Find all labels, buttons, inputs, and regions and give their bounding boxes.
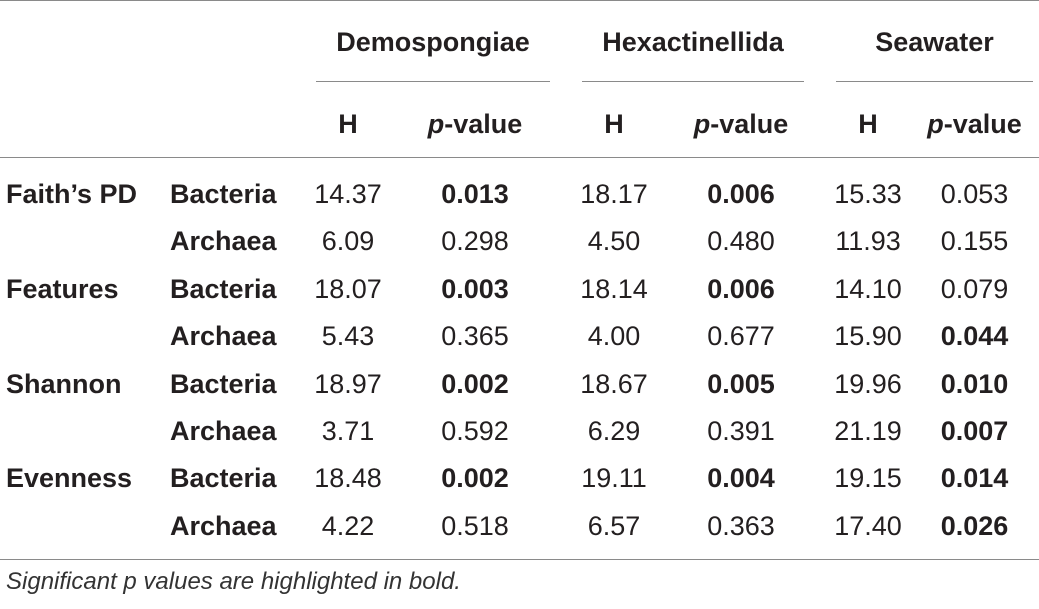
h-value: 4.50 [587,226,641,256]
group-header-demospongiae: Demospongiae [336,27,530,57]
p-value: 0.677 [707,321,775,351]
subheader-h-demospongiae: H [338,109,358,139]
h-value: 18.67 [580,369,648,399]
subheader-pvalue-seawater: p-value [910,108,1039,140]
domain-label: Bacteria [170,274,277,304]
p-value: 0.044 [940,321,1009,351]
p-value: 0.518 [441,511,509,541]
subheader-h-seawater: H [858,109,878,139]
h-value: 19.11 [581,463,647,493]
h-value: 21.19 [834,416,902,446]
p-value: 0.053 [940,179,1009,209]
metric-label: Evenness [6,463,133,493]
p-value: 0.002 [441,369,509,399]
table-bottom-rule [0,559,1039,560]
group-header-hexactinellida: Hexactinellida [602,27,784,57]
h-value: 15.90 [834,321,902,351]
h-value: 18.07 [314,274,382,304]
subheader-p-italic: p [693,109,711,139]
p-value: 0.155 [940,226,1009,256]
domain-label: Bacteria [170,463,277,493]
group-rule-demospongiae [316,81,550,82]
h-value: 18.14 [580,274,648,304]
domain-label: Archaea [170,321,277,351]
domain-label: Archaea [170,226,277,256]
footnote: Significant p values are highlighted in … [6,568,461,595]
h-value: 19.96 [834,369,902,399]
h-value: 17.40 [834,511,902,541]
p-value: 0.004 [707,463,775,493]
h-value: 6.09 [321,226,375,256]
h-value: 14.37 [314,179,382,209]
p-value: 0.002 [441,463,509,493]
h-value: 14.10 [834,274,902,304]
subheader-p-rest: -value [943,109,1022,139]
p-value: 0.079 [940,274,1009,304]
subheader-pvalue-demospongiae: p-value [400,108,550,140]
p-value: 0.363 [707,511,775,541]
p-value: 0.480 [707,226,775,256]
p-value: 0.298 [441,226,509,256]
h-value: 3.71 [321,416,375,446]
h-value: 4.22 [321,511,375,541]
h-value: 18.17 [580,179,648,209]
h-value: 5.43 [321,321,375,351]
h-value: 4.00 [587,321,641,351]
subheader-p-rest: -value [444,109,523,139]
domain-label: Archaea [170,416,277,446]
p-value: 0.026 [940,511,1009,541]
p-value: 0.003 [441,274,509,304]
p-value: 0.014 [940,463,1009,493]
h-value: 11.93 [835,226,901,256]
subheader-h-hexactinellida: H [604,109,624,139]
h-value: 15.33 [834,179,902,209]
group-rule-hexactinellida [582,81,804,82]
top-rule [0,0,1039,1]
p-value: 0.592 [441,416,509,446]
subheader-p-rest: -value [710,109,789,139]
p-value: 0.007 [940,416,1009,446]
p-value: 0.365 [441,321,509,351]
subheader-pvalue-hexactinellida: p-value [666,108,816,140]
group-header-seawater: Seawater [875,27,994,57]
header-bottom-rule [0,157,1039,158]
h-value: 6.29 [587,416,641,446]
metric-label: Shannon [6,369,122,399]
subheader-p-italic: p [427,109,445,139]
p-value: 0.006 [707,179,775,209]
p-value: 0.005 [707,369,775,399]
p-value: 0.391 [707,416,775,446]
domain-label: Archaea [170,511,277,541]
subheader-p-italic: p [927,109,944,139]
domain-label: Bacteria [170,179,277,209]
metric-label: Faith’s PD [6,179,138,209]
p-value: 0.013 [441,179,509,209]
h-value: 18.97 [314,369,382,399]
h-value: 6.57 [587,511,641,541]
h-value: 19.15 [834,463,902,493]
metric-label: Features [6,274,119,304]
p-value: 0.006 [707,274,775,304]
domain-label: Bacteria [170,369,277,399]
h-value: 18.48 [314,463,382,493]
p-value: 0.010 [940,369,1009,399]
group-rule-seawater [836,81,1033,82]
